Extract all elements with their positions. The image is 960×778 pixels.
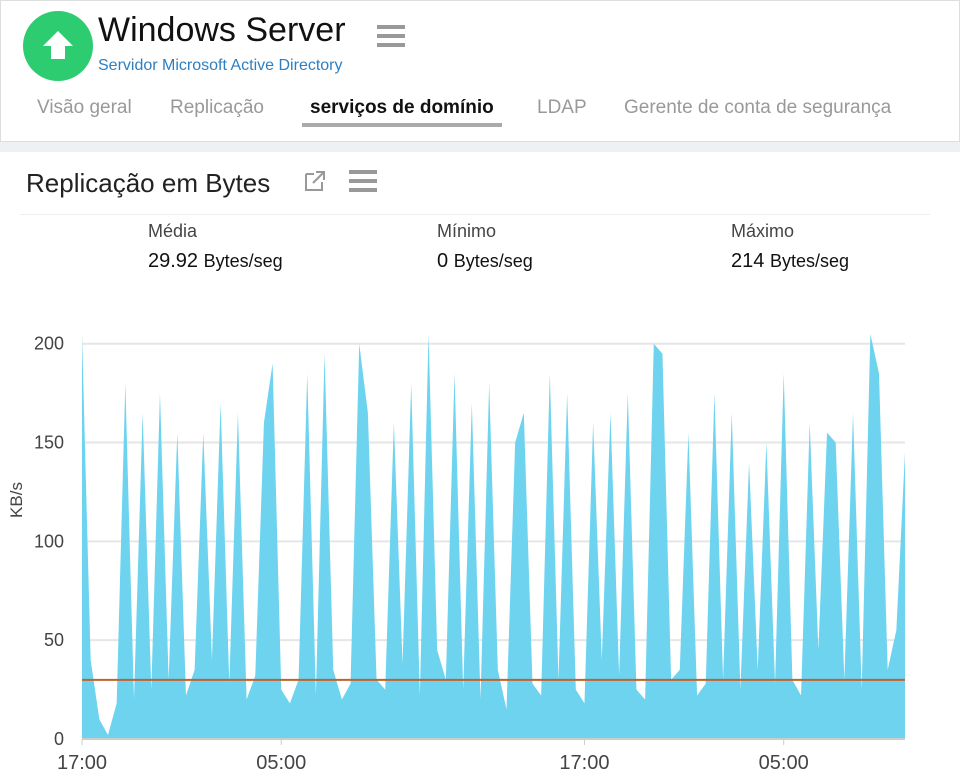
external-link-icon[interactable] [302, 170, 326, 194]
y-tick-label: 150 [34, 433, 64, 453]
logo-icon [43, 31, 73, 59]
app-title: Windows Server [98, 11, 346, 49]
y-tick-label: 100 [34, 531, 64, 551]
tab[interactable]: Replicação [170, 97, 264, 118]
widget-title: Replicação em Bytes [26, 168, 271, 198]
y-tick-label: 200 [34, 334, 64, 354]
logo [23, 11, 93, 81]
y-tick-label: 50 [44, 630, 64, 650]
stat-unit: Bytes/seg [203, 251, 283, 271]
menu-icon[interactable] [377, 25, 405, 47]
stat-number: 214 [731, 250, 765, 272]
tab[interactable]: Visão geral [37, 97, 132, 118]
y-axis-label: KB/s [7, 482, 26, 518]
stat-unit: Bytes/seg [769, 251, 849, 271]
tab[interactable]: serviços de domínio [302, 97, 502, 127]
x-tick-label: 17:00 [559, 752, 609, 774]
stat-label: Mínimo [437, 221, 497, 241]
stat-number: 29.92 [148, 250, 199, 272]
area [82, 333, 905, 739]
tab[interactable]: Gerente de conta de segurança [624, 97, 892, 118]
app-subtitle: Servidor Microsoft Active Directory [98, 57, 343, 74]
widget-menu-icon[interactable] [349, 170, 377, 192]
stat-number: 0 [437, 250, 449, 272]
stat-unit: Bytes/seg [453, 251, 533, 271]
y-tick-label: 0 [54, 729, 64, 749]
stat-label: Máximo [731, 221, 795, 241]
stat-value: 214 Bytes/seg [731, 250, 849, 273]
header: Windows Server Servidor Microsoft Active… [0, 0, 960, 142]
stat-label: Média [148, 221, 198, 241]
x-tick-label: 17:00 [57, 752, 107, 774]
divider [20, 214, 930, 215]
x-tick-label: 05:00 [759, 752, 809, 774]
stat-value: 29.92 Bytes/seg [148, 250, 283, 273]
tab[interactable]: LDAP [537, 97, 587, 118]
x-tick-label: 05:00 [256, 752, 306, 774]
stat-value: 0 Bytes/seg [437, 250, 533, 273]
